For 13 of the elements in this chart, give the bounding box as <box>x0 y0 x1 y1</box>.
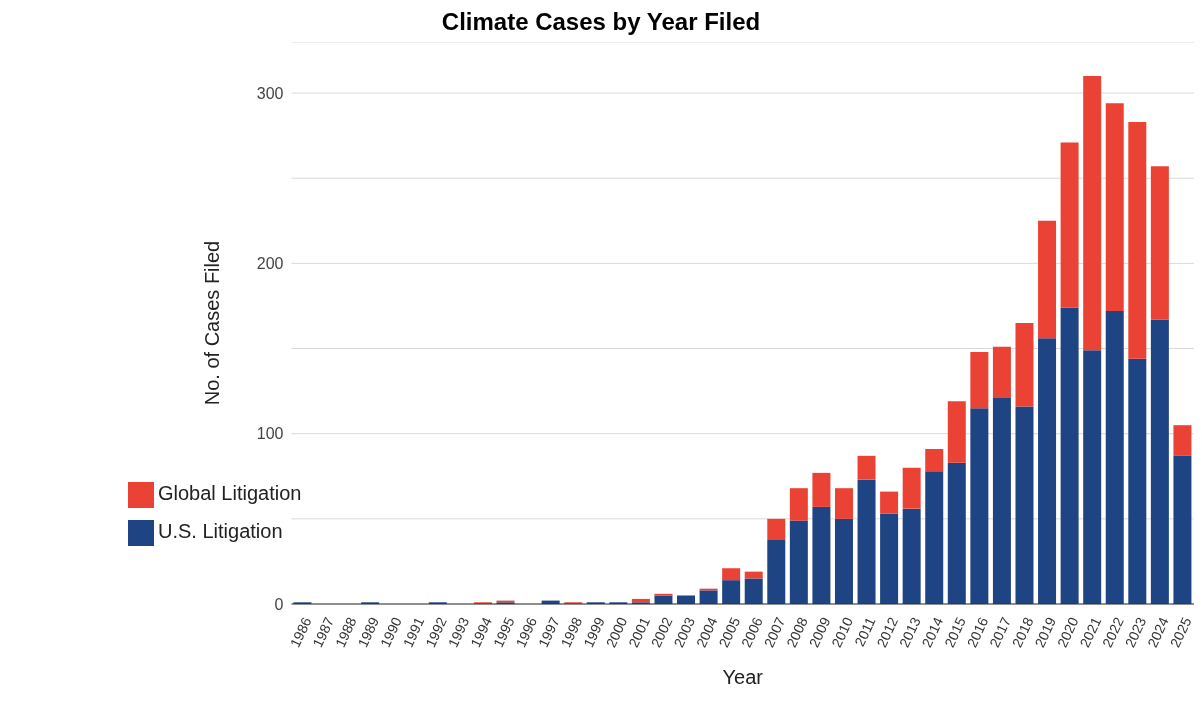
legend-label: Global Litigation <box>158 482 302 504</box>
chart-title: Climate Cases by Year Filed <box>440 8 762 37</box>
x-tick-label: 1986 <box>286 614 315 650</box>
x-axis-title: Year <box>722 666 764 688</box>
x-tick-label: 2008 <box>783 614 811 650</box>
y-tick-label: 0 <box>274 595 284 613</box>
y-tick-label: 200 <box>256 255 284 273</box>
x-tick-label: 1998 <box>557 614 586 650</box>
y-axis-title: No. of Cases Filed <box>200 240 223 406</box>
y-tick-label: 300 <box>256 84 284 102</box>
y-tick-label: 100 <box>256 425 284 443</box>
legend-label: U.S. Litigation <box>158 520 283 542</box>
x-tick-label: 1990 <box>377 614 405 650</box>
